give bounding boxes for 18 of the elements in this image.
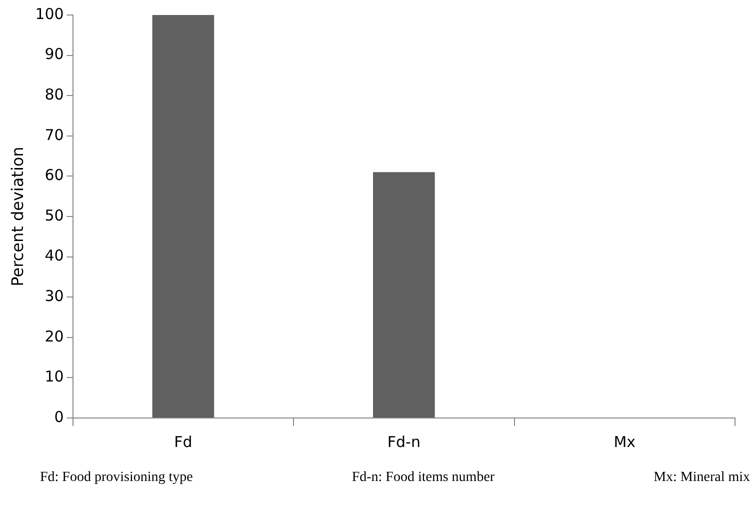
y-tick-label: 40 (44, 246, 64, 265)
text: Fd-n: Food items number (352, 470, 495, 486)
y-tick-label: 60 (44, 166, 64, 184)
x-tick-label: Fd-n (387, 432, 420, 451)
y-tick-label: 90 (44, 45, 64, 64)
y-tick-label: 0 (54, 408, 64, 426)
text: Fd: Food provisioning type (40, 470, 193, 486)
y-tick-label: 50 (44, 206, 64, 224)
y-tick-label: 100 (35, 4, 64, 23)
x-tick-label: Mx (614, 432, 636, 451)
x-tick-label: Fd (174, 432, 192, 451)
y-tick-label: 20 (44, 327, 64, 346)
y-tick-label: 80 (44, 85, 64, 104)
y-tick-label: 10 (44, 368, 64, 386)
text: Mx: Mineral mix (654, 470, 750, 486)
y-axis-title: Percent deviation (8, 146, 27, 286)
y-tick-label: 70 (44, 126, 64, 144)
y-tick-label: 30 (44, 286, 64, 305)
